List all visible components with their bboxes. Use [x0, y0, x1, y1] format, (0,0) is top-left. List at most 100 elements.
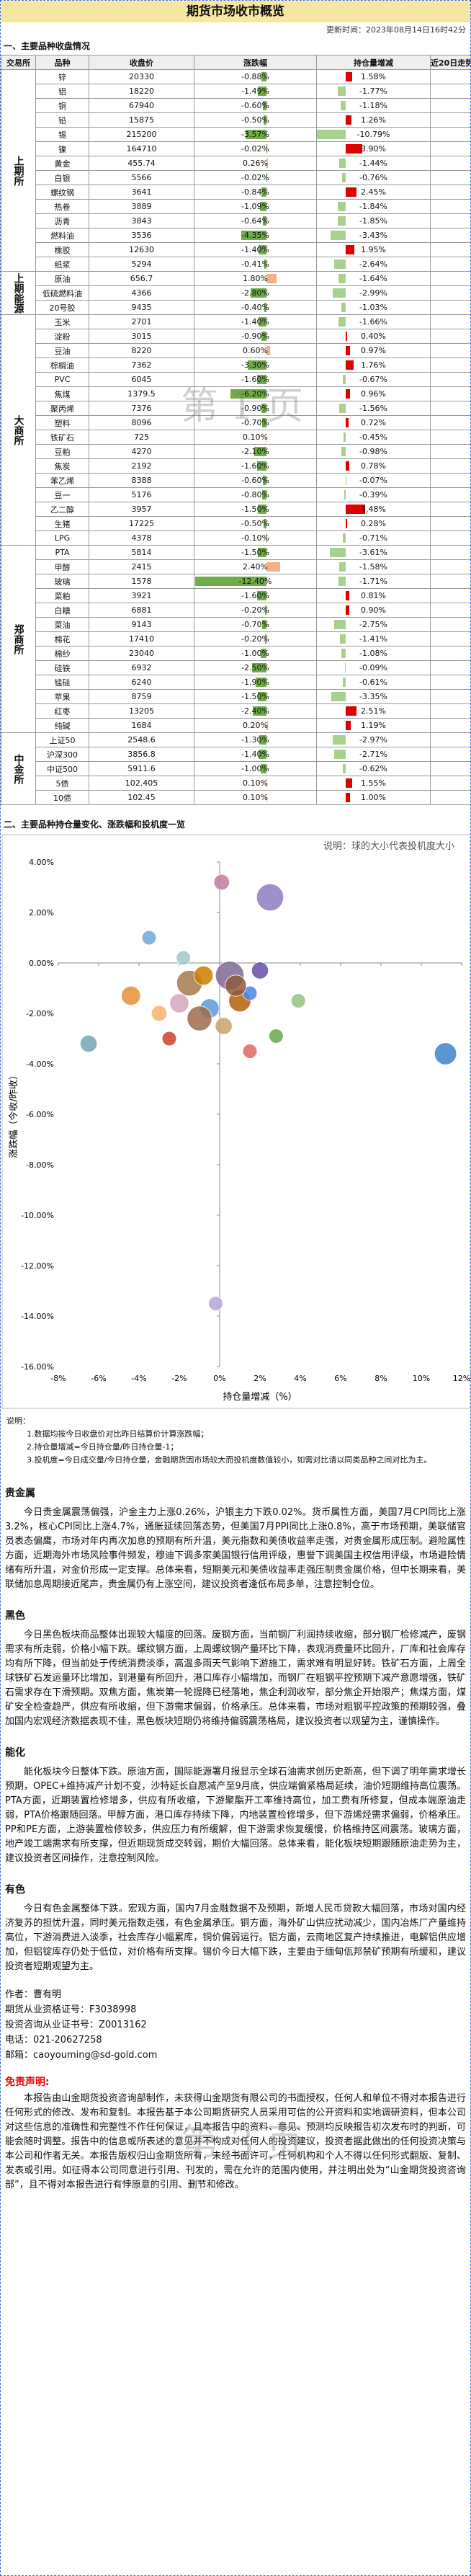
- oi-bar: [343, 764, 346, 773]
- change-bar: [250, 288, 266, 298]
- change-cell: 0.10%: [194, 790, 317, 805]
- oi-label: -1.18%: [359, 101, 387, 110]
- oi-bar: [346, 605, 350, 615]
- close-price: 3856.8: [89, 747, 194, 762]
- cell: 1.19%: [318, 719, 430, 732]
- section-text: 能化板块今日整体下跌。原油方面，国际能源署月报显示全球石油需求创历史新高，但下调…: [5, 1767, 466, 1864]
- cell: 4.48%: [318, 503, 430, 516]
- close-price: 8096: [89, 415, 194, 430]
- oi-cell: -0.62%: [316, 761, 431, 776]
- change-label: -1.40%: [241, 317, 269, 327]
- oi-bar: [346, 115, 351, 125]
- change-cell: 2.40%: [194, 559, 317, 574]
- close-price: 17410: [89, 631, 194, 647]
- table-row: 螺纹钢 3641 -0.84% 2.45%: [1, 185, 470, 200]
- close-price: 4366: [89, 285, 194, 301]
- change-label: -1.00%: [241, 764, 269, 773]
- x-tick-label: 4%: [294, 1374, 306, 1383]
- change-label: -2.80%: [241, 288, 269, 298]
- close-price: 67940: [89, 98, 194, 113]
- change-bar: [247, 360, 266, 370]
- trend-cell: [430, 112, 470, 128]
- disclaimer-text: 本报告由山金期货投资咨询部制作，未获得山金期货有限公司的书面授权，任何人和单位不…: [5, 2093, 466, 2190]
- header-row: 交易所 品种 收盘价 涨跌幅 持仓量增减 近20日走势: [1, 55, 470, 70]
- trend-cell: [430, 199, 470, 214]
- close-price: 8220: [89, 343, 194, 358]
- change-bar: [194, 577, 266, 586]
- cell: -4.35%: [195, 229, 316, 242]
- author-line: 投资咨询从业证书号：Z0013162: [5, 2020, 147, 2030]
- close-price: 3641: [89, 185, 194, 200]
- oi-label: -1.66%: [359, 317, 387, 327]
- change-cell: -0.02%: [194, 141, 317, 156]
- trend-cell: [430, 516, 470, 531]
- oi-bar: [330, 548, 346, 557]
- oi-label: 1.58%: [361, 72, 386, 81]
- product-name: 塑料: [35, 415, 89, 430]
- cell: -1.49%: [195, 85, 316, 98]
- cell: -1.66%: [318, 316, 430, 329]
- change-bar: [252, 706, 266, 716]
- oi-label: 3.90%: [361, 144, 386, 154]
- change-bar: [261, 649, 266, 658]
- change-label: -3.30%: [241, 360, 269, 370]
- exchange-name: 中金所: [12, 753, 24, 784]
- close-price: 8759: [89, 689, 194, 704]
- x-tick-label: 10%: [413, 1374, 430, 1383]
- y-tick-label: -12.00%: [21, 1261, 54, 1271]
- table-row: 豆粕 4270 -2.10% -0.98%: [1, 444, 470, 459]
- trend-cell: [430, 401, 470, 416]
- cell: -0.88%: [195, 71, 316, 84]
- trend-cell: [430, 228, 470, 243]
- author-line: 邮箱：caoyouming@sd-gold.com: [5, 2050, 158, 2061]
- change-label: -0.02%: [241, 173, 269, 182]
- change-label: -1.09%: [241, 202, 269, 211]
- change-label: -1.30%: [241, 735, 269, 745]
- change-cell: -1.60%: [194, 372, 317, 387]
- change-bar: [262, 216, 266, 226]
- change-cell: 1.80%: [194, 271, 317, 286]
- cell: -0.20%: [195, 633, 316, 646]
- section-heading: 黑色: [5, 1610, 25, 1622]
- oi-label: 0.97%: [361, 346, 386, 355]
- change-cell: -2.80%: [194, 285, 317, 301]
- cell: -3.35%: [318, 690, 430, 703]
- change-label: -0.60%: [241, 476, 269, 485]
- close-price: 9435: [89, 300, 194, 315]
- exchange-name: 大商所: [12, 414, 24, 445]
- change-bar: [266, 721, 268, 730]
- product-name: 甲醇: [35, 559, 89, 574]
- change-bar: [262, 418, 266, 427]
- oi-bar: [337, 202, 346, 211]
- product-name: 锌: [35, 69, 89, 84]
- oi-bar: [339, 634, 346, 644]
- oi-cell: 1.76%: [316, 357, 431, 373]
- product-name: 纯碱: [35, 718, 89, 733]
- change-label: -0.41%: [241, 259, 269, 269]
- close-price: 3843: [89, 213, 194, 228]
- cell: -0.50%: [195, 114, 316, 127]
- bubble: [79, 1034, 98, 1053]
- table-row: 聚丙烯 7376 -0.90% -1.56%: [1, 401, 470, 416]
- change-label: 0.10%: [243, 793, 268, 802]
- update-time: 更新时间：2023年08月14日16时42分: [326, 25, 466, 35]
- cell: 0.20%: [195, 719, 316, 732]
- section-text: 今日有色金属整体下跌。宏观方面，国内7月金融数据不及预期，新增人民币贷款大幅回落…: [5, 1904, 466, 1972]
- oi-label: -1.64%: [359, 274, 387, 283]
- change-label: -0.40%: [241, 303, 269, 312]
- oi-label: -1.58%: [359, 562, 387, 572]
- product-name: 聚丙烯: [35, 401, 89, 416]
- change-cell: -0.50%: [194, 516, 317, 531]
- cell: -1.77%: [318, 85, 430, 98]
- trend-cell: [430, 545, 470, 560]
- oi-cell: 2.45%: [316, 185, 431, 200]
- table-row: 豆油 8220 0.60% 0.97%: [1, 343, 470, 358]
- change-bar: [261, 332, 266, 341]
- change-cell: 0.10%: [194, 430, 317, 445]
- oi-label: -0.67%: [359, 375, 387, 384]
- exchange-cell: 上期所: [1, 69, 36, 272]
- change-bar: [254, 447, 266, 456]
- column-header: 近20日走势: [430, 55, 470, 70]
- change-label: -0.20%: [241, 605, 269, 615]
- change-label: -2.50%: [241, 663, 269, 672]
